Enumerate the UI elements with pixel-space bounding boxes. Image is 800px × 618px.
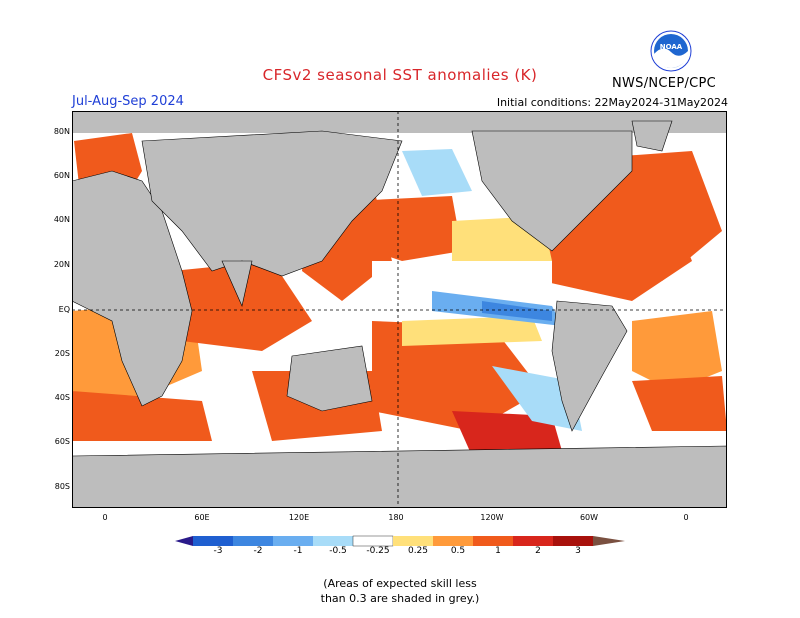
lon-label-180: 180 [388,513,404,522]
colorbar-label: -2 [253,546,263,556]
lon-label-120e: 120E [288,513,310,522]
lat-label-eq: EQ [58,305,70,314]
noaa-logo: NOAA [650,30,692,72]
skill-note: (Areas of expected skill less than 0.3 a… [0,576,800,606]
colorbar-label: -0.5 [329,546,347,556]
lat-label-80n: 80N [53,127,70,136]
colorbar-right-arrow [593,536,625,546]
india [221,260,253,307]
lat-label-80s: 80S [54,482,70,491]
colorbar-label: 0.5 [450,546,466,556]
colorbar-label: 3 [575,546,581,556]
colorbar-label: -0.25 [366,546,390,556]
sst-anomaly-map [72,111,727,508]
antarctica [72,445,727,508]
lon-label-0: 0 [102,513,108,522]
colorbar-bin [433,536,473,546]
lat-label-20s: 20S [54,349,70,358]
colorbar-left-arrow [175,536,193,546]
colorbar-label: 1 [495,546,501,556]
australia [286,345,373,412]
arctic-region [72,111,727,133]
chart-title: CFSv2 seasonal SST anomalies (K) [262,66,538,84]
initial-conditions-label: Initial conditions: 22May2024-31May2024 [496,96,728,109]
lat-label-20n: 20N [53,260,70,269]
continents [72,120,727,508]
colorbar-label: -1 [293,546,303,556]
logo-text: NOAA [660,43,683,51]
colorbar-bin [273,536,313,546]
colorbar-bin [513,536,553,546]
lon-label-60w: 60W [579,513,599,522]
lat-label-40s: 40S [54,393,70,402]
lat-label-40n: 40N [53,215,70,224]
lat-label-60s: 60S [54,437,70,446]
weak-anomaly-fields [372,216,552,346]
colorbar-bin [393,536,433,546]
colorbar-bin [313,536,353,546]
lon-label-0-east: 0 [683,513,689,522]
colorbar-label: -3 [213,546,223,556]
colorbar-bin [193,536,233,546]
colorbar-label: 2 [535,546,541,556]
skill-note-line-2: than 0.3 are shaded in grey.) [320,592,480,605]
skill-note-line-1: (Areas of expected skill less [323,577,477,590]
colorbar-bin [233,536,273,546]
greenland [631,120,673,152]
asia [141,130,403,277]
north-america [471,130,633,252]
colorbar-bin [473,536,513,546]
lon-label-60e: 60E [194,513,210,522]
colorbar-label: 0.25 [407,546,429,556]
lat-label-60n: 60N [53,171,70,180]
europe-africa [72,170,193,407]
colorbar [175,535,625,547]
colorbar-bin [352,535,394,547]
agency-label: NWS/NCEP/CPC [612,76,717,91]
map-frame [72,111,727,508]
lon-label-120w: 120W [480,513,504,522]
colorbar-bin [553,536,593,546]
season-label: Jul-Aug-Sep 2024 [72,94,184,109]
